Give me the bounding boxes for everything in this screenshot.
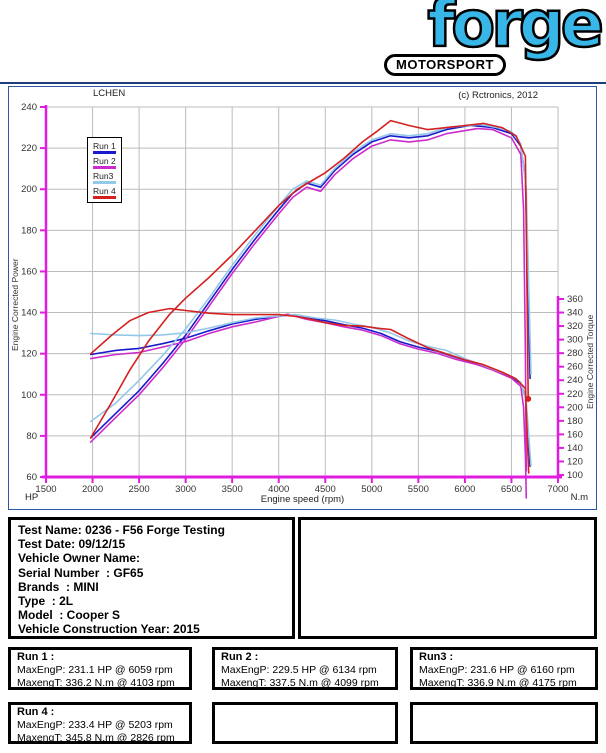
- run-4-power-curve: [89, 119, 530, 439]
- svg-text:6500: 6500: [501, 484, 522, 495]
- svg-text:5500: 5500: [408, 484, 429, 495]
- svg-text:220: 220: [21, 143, 37, 154]
- svg-text:180: 180: [21, 225, 37, 236]
- svg-text:240: 240: [567, 375, 583, 386]
- svg-text:220: 220: [567, 389, 583, 400]
- info-row-brand: Brands : MINI: [18, 579, 99, 594]
- legend-item-run-3: Run3: [93, 171, 116, 184]
- forge-logo-text: forge: [426, 0, 605, 62]
- svg-text:5000: 5000: [361, 484, 382, 495]
- dyno-plot: 60 80 100 120 140 160 180 200 220 240 100 120 140 160…: [21, 102, 583, 499]
- svg-text:140: 140: [21, 308, 37, 319]
- chart-legend: Run 1 Run 2 Run3 Run 4: [87, 137, 122, 203]
- run-3-result-box: Run3 : MaxEngP: 231.6 HP @ 6160 rpm Maxe…: [410, 647, 598, 690]
- run-3-max-power: MaxEngP: 231.6 HP @ 6160 rpm: [419, 664, 575, 676]
- run-1-title: Run 1 :: [17, 651, 55, 663]
- svg-text:120: 120: [21, 349, 37, 360]
- run-2-max-torque: MaxengT: 337.5 N.m @ 4099 rpm: [221, 676, 379, 689]
- svg-text:160: 160: [567, 429, 583, 440]
- run-4-max-power: MaxEngP: 233.4 HP @ 5203 rpm: [17, 719, 173, 731]
- svg-text:140: 140: [567, 443, 583, 454]
- info-row-year: Vehicle Construction Year: 2015: [18, 622, 200, 637]
- svg-text:240: 240: [21, 102, 37, 113]
- dyno-chart-panel: LCHEN (c) Rctronics, 2012 Engine Correct…: [8, 86, 597, 510]
- svg-text:300: 300: [567, 335, 583, 346]
- empty-notes-panel: [298, 517, 597, 639]
- power-unit-label: HP: [25, 492, 39, 503]
- svg-text:4500: 4500: [315, 484, 336, 495]
- info-row-model: Model : Cooper S: [18, 608, 120, 623]
- svg-text:80: 80: [26, 431, 37, 442]
- svg-text:100: 100: [567, 470, 583, 481]
- svg-text:200: 200: [567, 402, 583, 413]
- svg-text:3000: 3000: [175, 484, 196, 495]
- run-4-torque-curve: [89, 307, 530, 474]
- svg-text:260: 260: [567, 362, 583, 373]
- forge-motorsport-logo: forge MOTORSPORT: [378, 0, 605, 80]
- svg-text:1500: 1500: [35, 484, 56, 495]
- svg-text:160: 160: [21, 266, 37, 277]
- run-1-max-torque: MaxengT: 336.2 N.m @ 4103 rpm: [17, 676, 175, 689]
- info-row-test-date: Test Date: 09/12/15: [18, 537, 126, 552]
- run-1-max-power: MaxEngP: 231.1 HP @ 6059 rpm: [17, 664, 173, 676]
- test-info-panel: Test Name: 0236 - F56 Forge Testing Test…: [8, 517, 295, 639]
- operator-label: LCHEN: [93, 88, 126, 99]
- svg-text:180: 180: [567, 416, 583, 427]
- run-4-trace-end-marker: [525, 395, 532, 402]
- x-axis-label: Engine speed (rpm): [260, 494, 345, 505]
- svg-text:100: 100: [21, 390, 37, 401]
- run-2-torque-curve: [89, 313, 528, 499]
- info-row-test-name: Test Name: 0236 - F56 Forge Testing: [18, 523, 225, 537]
- header-divider: [0, 82, 606, 84]
- svg-text:340: 340: [567, 308, 583, 319]
- svg-text:7000: 7000: [547, 484, 568, 495]
- run-1-result-box: Run 1 : MaxEngP: 231.1 HP @ 6059 rpm Max…: [8, 647, 192, 690]
- run-4-max-torque: MaxengT: 345.8 N.m @ 2826 rpm: [17, 731, 175, 744]
- svg-text:3500: 3500: [222, 484, 243, 495]
- svg-text:320: 320: [567, 321, 583, 332]
- info-row-serial: Serial Number : GF65: [18, 565, 144, 580]
- run-4-result-box: Run 4 : MaxEngP: 233.4 HP @ 5203 rpm Max…: [8, 702, 192, 744]
- run-2-max-power: MaxEngP: 229.5 HP @ 6134 rpm: [221, 664, 377, 676]
- svg-text:120: 120: [567, 456, 583, 467]
- info-row-type: Type : 2L: [18, 594, 74, 609]
- empty-run-box-1: [212, 702, 398, 744]
- run-3-max-torque: MaxengT: 336.9 N.m @ 4175 rpm: [419, 676, 577, 689]
- svg-text:280: 280: [567, 348, 583, 359]
- svg-text:6000: 6000: [454, 484, 475, 495]
- legend-item-run-1: Run 1: [93, 141, 116, 154]
- svg-text:4000: 4000: [268, 484, 289, 495]
- svg-text:200: 200: [21, 184, 37, 195]
- run-1-torque-curve: [89, 314, 531, 468]
- run-1-power-curve: [89, 124, 531, 439]
- run-4-title: Run 4 :: [17, 706, 55, 718]
- legend-item-run-4: Run 4: [93, 186, 116, 199]
- motorsport-badge: MOTORSPORT: [384, 54, 506, 76]
- svg-text:2500: 2500: [129, 484, 150, 495]
- run-2-power-curve: [89, 127, 528, 472]
- run-2-result-box: Run 2 : MaxEngP: 229.5 HP @ 6134 rpm Max…: [212, 647, 398, 690]
- copyright-label: (c) Rctronics, 2012: [458, 90, 538, 101]
- empty-run-box-2: [410, 702, 598, 744]
- svg-text:60: 60: [26, 472, 37, 483]
- torque-unit-label: N.m: [570, 492, 588, 503]
- svg-text:2000: 2000: [82, 484, 103, 495]
- legend-item-run-2: Run 2: [93, 156, 116, 169]
- svg-text:360: 360: [567, 294, 583, 305]
- info-row-owner: Vehicle Owner Name:: [18, 551, 141, 566]
- run-3-title: Run3 :: [419, 651, 454, 663]
- run-2-title: Run 2 :: [221, 651, 259, 663]
